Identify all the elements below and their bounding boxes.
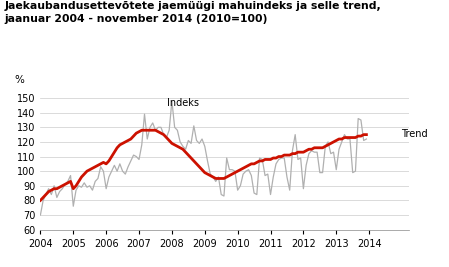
Text: Indeks: Indeks [167, 98, 199, 108]
Text: Trend: Trend [401, 129, 427, 139]
Text: %: % [15, 75, 25, 85]
Text: Jaekaubandusettevõtete jaemüügi mahuindeks ja selle trend,
jaanuar 2004 - novemb: Jaekaubandusettevõtete jaemüügi mahuinde… [4, 1, 381, 24]
